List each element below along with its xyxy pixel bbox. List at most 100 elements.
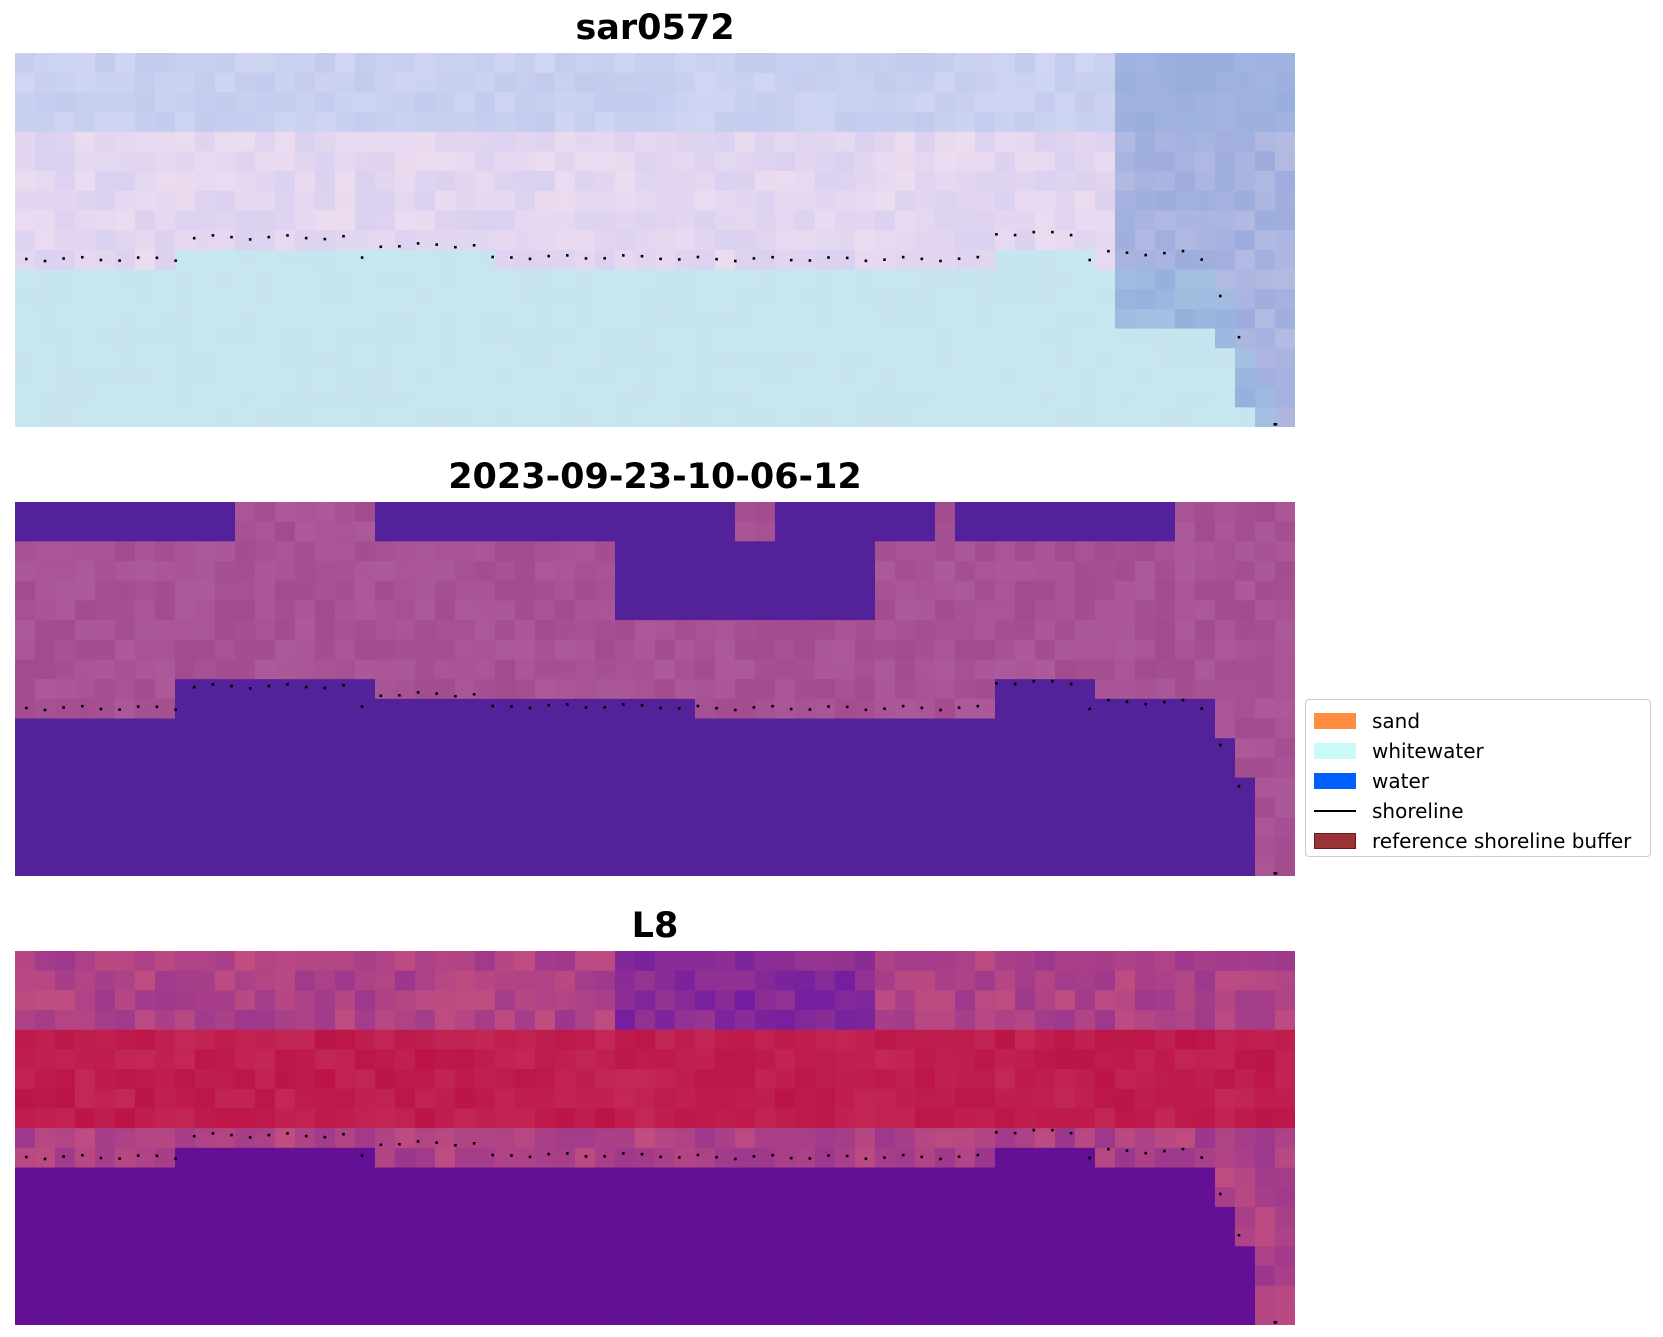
pixel-cell bbox=[455, 1029, 476, 1051]
pixel-cell bbox=[55, 620, 76, 641]
shoreline-point bbox=[1181, 249, 1185, 253]
pixel-cell bbox=[315, 970, 336, 991]
pixel-cell bbox=[595, 92, 616, 113]
pixel-cell bbox=[495, 836, 516, 857]
shoreline-point bbox=[1013, 682, 1017, 686]
pixel-cell bbox=[995, 367, 1016, 389]
pixel-cell bbox=[695, 1187, 716, 1208]
shoreline-point bbox=[528, 257, 532, 261]
pixel-cell bbox=[1255, 151, 1276, 172]
pixel-cell bbox=[515, 970, 536, 991]
pixel-cell bbox=[155, 718, 176, 739]
pixel-cell bbox=[875, 151, 896, 172]
pixel-cell bbox=[115, 348, 136, 369]
pixel-cell bbox=[375, 600, 396, 621]
shoreline-point bbox=[622, 254, 625, 257]
pixel-cell bbox=[855, 541, 876, 562]
pixel-cell bbox=[935, 367, 956, 389]
pixel-cell bbox=[135, 230, 156, 251]
pixel-cell bbox=[975, 1167, 996, 1188]
shoreline-point bbox=[136, 705, 140, 708]
pixel-cell bbox=[1055, 639, 1076, 661]
pixel-cell bbox=[15, 1206, 36, 1228]
pixel-cell bbox=[155, 659, 176, 680]
pixel-cell bbox=[1275, 639, 1295, 661]
pixel-cell bbox=[955, 1108, 976, 1129]
pixel-cell bbox=[415, 308, 436, 330]
pixel-cell bbox=[355, 970, 376, 991]
pixel-cell bbox=[1215, 1246, 1236, 1267]
pixel-cell bbox=[1155, 797, 1176, 818]
pixel-cell bbox=[35, 1049, 56, 1070]
pixel-cell bbox=[715, 679, 736, 700]
pixel-cell bbox=[635, 1285, 656, 1306]
pixel-cell bbox=[695, 561, 716, 582]
shoreline-point bbox=[566, 703, 569, 706]
pixel-cell bbox=[275, 1088, 296, 1110]
pixel-cell bbox=[15, 620, 36, 641]
pixel-cell bbox=[1135, 816, 1156, 838]
pixel-cell bbox=[395, 151, 416, 172]
pixel-cell bbox=[935, 1265, 956, 1287]
pixel-cell bbox=[355, 367, 376, 389]
pixel-cell bbox=[175, 816, 196, 838]
pixel-cell bbox=[1255, 1265, 1276, 1287]
pixel-cell bbox=[1235, 171, 1256, 192]
pixel-cell bbox=[315, 1029, 336, 1051]
pixel-cell bbox=[315, 1187, 336, 1208]
pixel-cell bbox=[775, 230, 796, 251]
pixel-cell bbox=[1095, 659, 1116, 680]
pixel-cell bbox=[495, 738, 516, 759]
pixel-cell bbox=[1075, 289, 1096, 310]
pixel-cell bbox=[935, 151, 956, 172]
pixel-cell bbox=[995, 151, 1016, 172]
pixel-cell bbox=[155, 92, 176, 113]
pixel-cell bbox=[835, 1029, 856, 1051]
pixel-cell bbox=[895, 92, 916, 113]
pixel-cell bbox=[155, 856, 176, 876]
pixel-cell bbox=[55, 230, 76, 251]
pixel-cell bbox=[455, 72, 476, 93]
shoreline-point bbox=[752, 257, 756, 260]
pixel-cell bbox=[195, 679, 216, 700]
pixel-cell bbox=[1155, 738, 1176, 759]
pixel-cell bbox=[475, 541, 496, 562]
pixel-cell bbox=[1155, 367, 1176, 389]
shoreline-point bbox=[715, 257, 718, 261]
pixel-cell bbox=[1155, 269, 1176, 290]
pixel-cell bbox=[455, 1226, 476, 1247]
shoreline-point bbox=[808, 259, 812, 262]
pixel-cell bbox=[195, 990, 216, 1011]
pixel-cell bbox=[95, 718, 116, 739]
pixel-cell bbox=[1095, 210, 1116, 231]
pixel-cell bbox=[935, 561, 956, 582]
pixel-cell bbox=[975, 112, 996, 133]
shoreline-point bbox=[435, 692, 438, 695]
pixel-cell bbox=[775, 1049, 796, 1070]
pixel-cell bbox=[15, 387, 36, 408]
pixel-cell bbox=[295, 970, 316, 991]
pixel-cell bbox=[155, 112, 176, 133]
pixel-cell bbox=[115, 797, 136, 818]
pixel-cell bbox=[635, 230, 656, 251]
pixel-cell bbox=[415, 679, 436, 700]
pixel-cell bbox=[1275, 348, 1295, 369]
pixel-cell bbox=[1255, 407, 1276, 427]
pixel-cell bbox=[1275, 1206, 1295, 1228]
pixel-cell bbox=[415, 1069, 436, 1090]
pixel-cell bbox=[575, 210, 596, 231]
pixel-cell bbox=[735, 757, 756, 779]
pixel-cell bbox=[315, 171, 336, 192]
pixel-cell bbox=[435, 131, 456, 153]
pixel-cell bbox=[895, 1128, 916, 1149]
pixel-cell bbox=[875, 1069, 896, 1090]
pixel-cell bbox=[535, 112, 556, 133]
pixel-cell bbox=[1155, 698, 1176, 720]
pixel-cell bbox=[1015, 836, 1036, 857]
pixel-cell bbox=[475, 502, 496, 523]
pixel-cell bbox=[515, 131, 536, 153]
pixel-cell bbox=[135, 308, 156, 330]
pixel-cell bbox=[495, 289, 516, 310]
pixel-cell bbox=[775, 679, 796, 700]
pixel-cell bbox=[375, 951, 396, 972]
